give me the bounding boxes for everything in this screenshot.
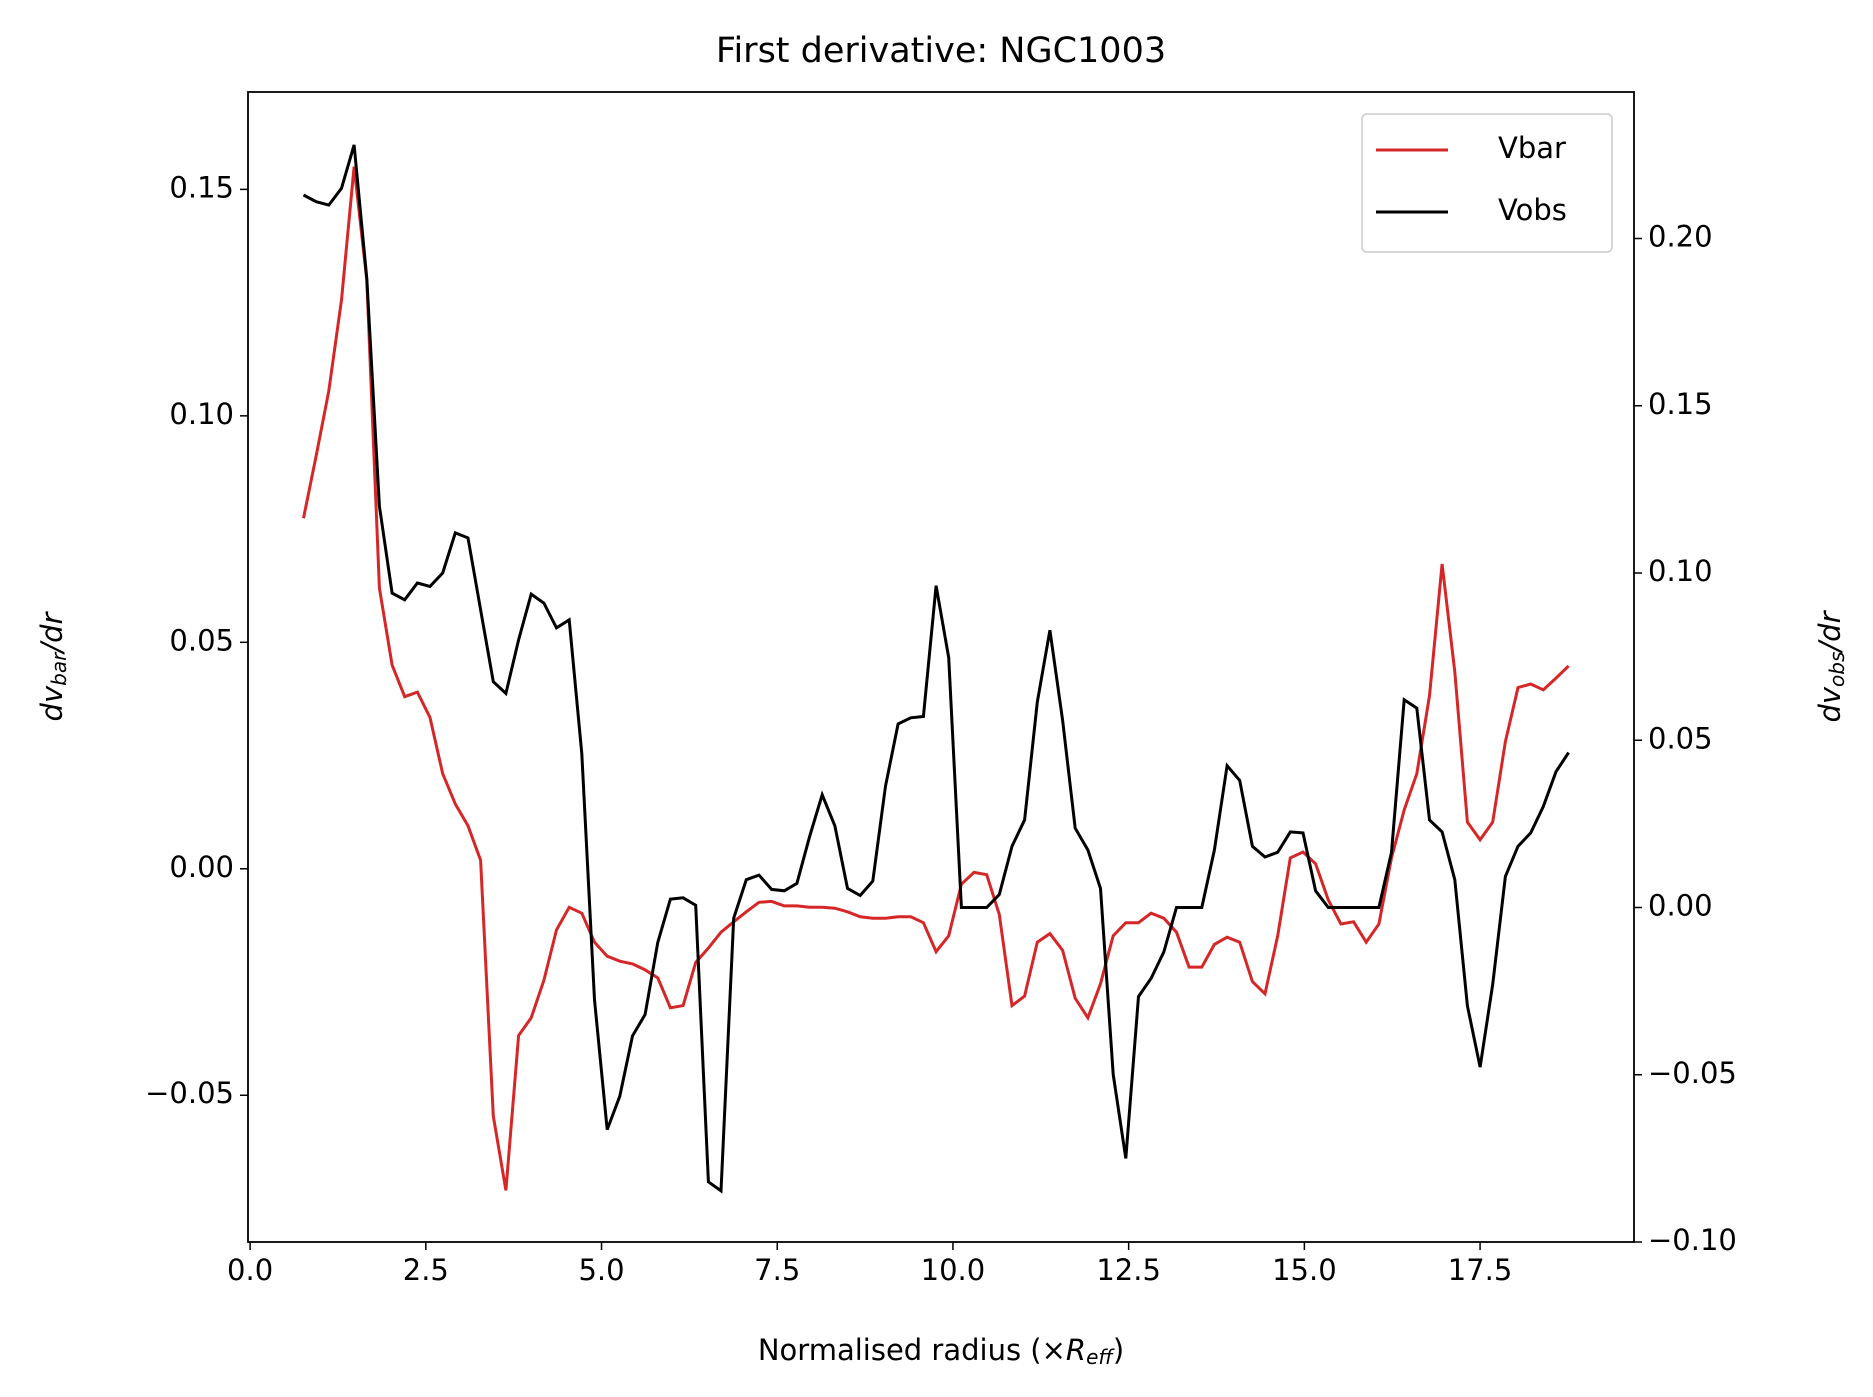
y2-tick-label: 0.00 xyxy=(1648,889,1713,923)
y2-tick-label: 0.15 xyxy=(1648,387,1713,421)
x-axis-label: Normalised radius (×Reff) xyxy=(758,1333,1124,1369)
legend-box xyxy=(1361,113,1613,253)
x-label-main: Normalised radius (× xyxy=(758,1333,1066,1367)
y2-tick-label: −0.10 xyxy=(1648,1223,1737,1257)
y2-tick-label: 0.10 xyxy=(1648,554,1713,588)
y-tick-label: 0.00 xyxy=(169,850,234,884)
series-line xyxy=(302,166,1570,1191)
y2-label-tail: /dr xyxy=(1813,609,1847,654)
x-label-italic: R xyxy=(1066,1333,1086,1367)
x-label-tail: ) xyxy=(1113,1333,1124,1367)
x-tick-label: 10.0 xyxy=(921,1253,986,1287)
x-tick-label: 17.5 xyxy=(1448,1253,1513,1287)
y2-label-main: dv xyxy=(1813,686,1847,722)
y2-label-sub: obs xyxy=(1825,652,1849,687)
x-tick-label: 15.0 xyxy=(1272,1253,1337,1287)
y2-tick-label: −0.05 xyxy=(1648,1056,1737,1090)
y2-axis-label: dvobs/dr xyxy=(1813,609,1849,722)
x-tick-label: 7.5 xyxy=(754,1253,800,1287)
x-tick-label: 12.5 xyxy=(1096,1253,1161,1287)
x-tick-label: 2.5 xyxy=(403,1253,449,1287)
y-label-sub: bar xyxy=(47,651,71,686)
y-tick-label: −0.05 xyxy=(145,1076,234,1110)
y2-tick-label: 0.20 xyxy=(1648,220,1713,254)
y2-tick-label: 0.05 xyxy=(1648,721,1713,755)
y-tick-label: 0.10 xyxy=(169,397,234,431)
x-tick-label: 5.0 xyxy=(578,1253,624,1287)
legend-label: Vbar xyxy=(1498,131,1566,165)
x-label-sub: eff xyxy=(1086,1345,1115,1369)
y-label-tail: /dr xyxy=(35,610,69,655)
y-tick-label: 0.15 xyxy=(169,170,234,204)
chart-title: First derivative: NGC1003 xyxy=(716,31,1166,71)
y-tick-label: 0.05 xyxy=(169,623,234,657)
plot-frame xyxy=(247,91,1635,1243)
series-line xyxy=(302,144,1570,1194)
y-axis-label: dvbar/dr xyxy=(35,610,71,721)
y-label-main: dv xyxy=(35,685,69,721)
legend-label: Vobs xyxy=(1498,193,1567,227)
x-tick-label: 0.0 xyxy=(227,1253,273,1287)
